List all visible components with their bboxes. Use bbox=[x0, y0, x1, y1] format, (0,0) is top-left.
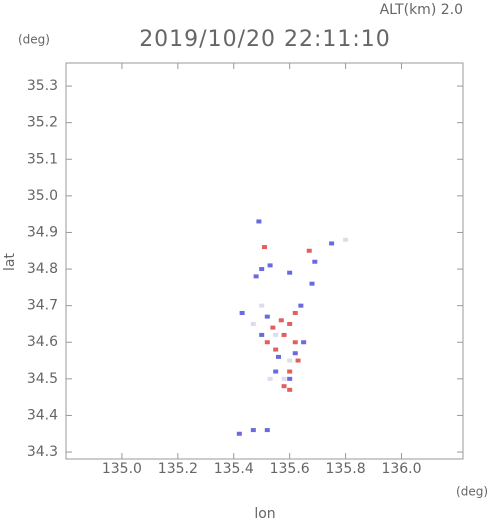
x-tick-label: 135.6 bbox=[270, 461, 310, 477]
y-tick-label: 35.2 bbox=[27, 115, 58, 131]
data-point bbox=[292, 340, 298, 345]
data-point bbox=[301, 340, 307, 345]
data-point bbox=[292, 351, 298, 356]
y-tick-label: 34.7 bbox=[27, 298, 58, 314]
x-unit: (deg) bbox=[456, 485, 488, 499]
x-tick-label: 135.8 bbox=[326, 461, 366, 477]
data-point bbox=[278, 318, 284, 323]
y-tick-label: 34.4 bbox=[27, 407, 58, 423]
y-tick-label: 34.3 bbox=[27, 444, 58, 460]
data-point bbox=[259, 332, 265, 337]
data-point bbox=[253, 274, 259, 279]
data-point bbox=[306, 248, 312, 253]
chart-title: 2019/10/20 22:11:10 bbox=[139, 27, 391, 52]
data-point bbox=[292, 310, 298, 315]
data-point bbox=[343, 237, 349, 242]
x-tick-label: 135.4 bbox=[214, 461, 254, 477]
data-point bbox=[270, 325, 276, 330]
data-point bbox=[264, 340, 270, 345]
data-point bbox=[312, 259, 318, 264]
y-tick-label: 35.0 bbox=[27, 188, 58, 204]
data-point bbox=[275, 354, 281, 359]
data-point bbox=[295, 358, 301, 363]
plot-frame bbox=[65, 62, 464, 460]
data-point bbox=[329, 241, 335, 246]
data-point bbox=[259, 303, 265, 308]
data-point bbox=[264, 428, 270, 433]
data-point bbox=[236, 431, 242, 436]
data-point bbox=[287, 387, 293, 392]
data-point bbox=[287, 270, 293, 275]
y-tick-label: 35.3 bbox=[27, 78, 58, 94]
data-point bbox=[287, 369, 293, 374]
y-tick-label: 34.9 bbox=[27, 224, 58, 240]
data-point bbox=[264, 314, 270, 319]
y-tick-label: 34.8 bbox=[27, 261, 58, 277]
data-point bbox=[281, 332, 287, 337]
data-point bbox=[287, 376, 293, 381]
y-tick-label: 34.5 bbox=[27, 371, 58, 387]
y-tick-label: 34.6 bbox=[27, 334, 58, 350]
x-tick-label: 136.0 bbox=[381, 461, 421, 477]
data-point bbox=[298, 303, 304, 308]
data-point bbox=[273, 347, 279, 352]
data-point bbox=[273, 332, 279, 337]
data-point bbox=[250, 428, 256, 433]
x-tick-label: 135.0 bbox=[102, 461, 142, 477]
x-tick-label: 135.2 bbox=[158, 461, 198, 477]
x-axis-label: lon bbox=[254, 506, 275, 521]
y-unit: (deg) bbox=[18, 33, 50, 47]
data-point bbox=[273, 369, 279, 374]
data-point bbox=[281, 376, 287, 381]
data-point bbox=[281, 384, 287, 389]
data-point bbox=[250, 321, 256, 326]
data-point bbox=[267, 263, 273, 268]
y-axis-label: lat bbox=[2, 253, 18, 271]
data-point bbox=[239, 310, 245, 315]
data-point bbox=[287, 321, 293, 326]
subtitle: ALT(km) 2.0 bbox=[380, 2, 463, 18]
y-tick-label: 35.1 bbox=[27, 151, 58, 167]
data-point bbox=[259, 267, 265, 272]
data-point bbox=[256, 219, 262, 224]
data-point bbox=[309, 281, 315, 286]
data-point bbox=[267, 376, 273, 381]
data-point bbox=[287, 358, 293, 363]
data-point bbox=[262, 245, 267, 250]
